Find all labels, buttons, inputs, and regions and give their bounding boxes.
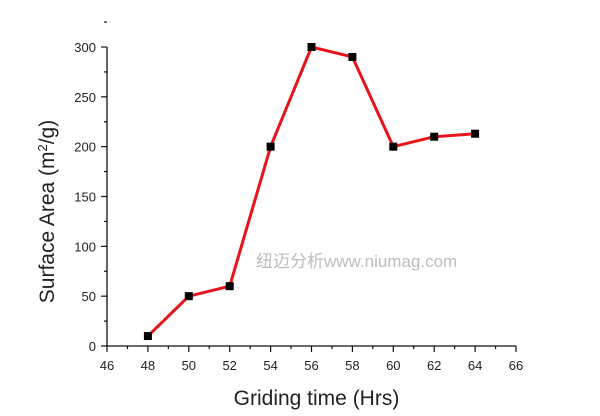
x-tick-label: 50 [182,358,196,373]
x-tick-label: 54 [263,358,277,373]
data-point [184,292,193,301]
y-tick-label: 200 [74,140,96,155]
data-point [307,43,316,51]
y-tick-label: 300 [74,40,96,55]
data-point [143,332,152,341]
y-axis-title-superscript: 2 [35,144,50,151]
x-tick-label: 56 [304,358,318,373]
y-axis-title-main: Surface Area (m [36,152,59,304]
data-point [266,142,275,151]
data-point [471,129,480,138]
y-axis-title: Surface Area (m2/g) [35,120,60,303]
x-tick-label: 48 [141,358,155,373]
data-series [143,43,480,341]
data-point [348,52,357,61]
x-tick-label: 60 [386,358,400,373]
y-tick-label: 150 [74,190,96,205]
y-ticks: 0 50 100 150 200 250 300 [74,21,107,354]
x-tick-label: 52 [222,358,236,373]
y-axis-title-tail: /g) [36,120,59,145]
x-tick-label: 58 [345,358,359,373]
x-ticks: 46 48 50 52 54 56 58 60 62 64 66 [100,346,523,373]
y-tick-label: 100 [74,239,96,254]
x-tick-label: 66 [509,358,523,373]
x-tick-label: 62 [427,358,441,373]
series-line [146,45,476,338]
axes [106,47,516,347]
y-tick-label: 0 [89,339,96,354]
y-tick-label: 250 [74,90,96,105]
data-point [225,282,234,291]
x-tick-label: 46 [100,358,114,373]
data-point [389,142,398,151]
data-point [430,132,439,141]
x-tick-label: 64 [468,358,482,373]
watermark: 纽迈分析www.niumag.com [256,252,457,271]
y-tick-label: 50 [82,289,96,304]
x-axis-title: Griding time (Hrs) [234,387,400,410]
